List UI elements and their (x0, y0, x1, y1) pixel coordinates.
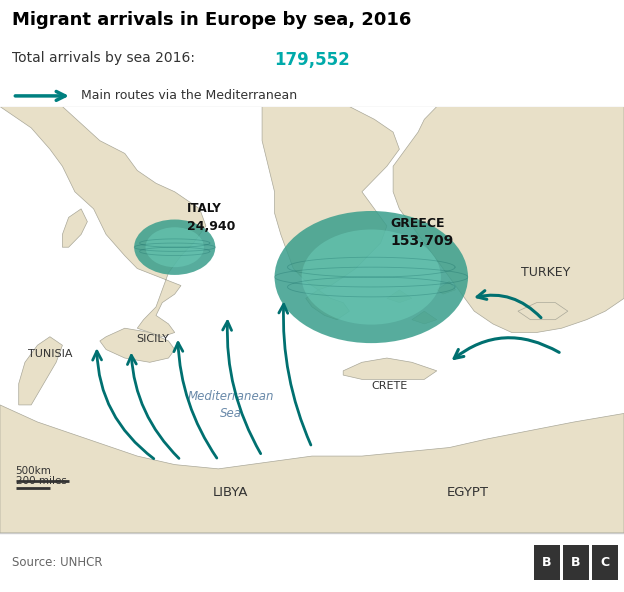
Text: Migrant arrivals in Europe by sea, 2016: Migrant arrivals in Europe by sea, 2016 (12, 11, 412, 28)
Text: B: B (542, 556, 552, 569)
Text: LIBYA: LIBYA (213, 486, 248, 499)
Text: TURKEY: TURKEY (522, 266, 570, 279)
Polygon shape (0, 405, 624, 533)
Text: B: B (571, 556, 581, 569)
FancyBboxPatch shape (592, 545, 618, 580)
Text: 24,940: 24,940 (187, 220, 236, 233)
Polygon shape (387, 290, 412, 303)
Text: Mediterranean
Sea: Mediterranean Sea (188, 390, 274, 420)
Polygon shape (343, 358, 437, 379)
Text: 200 miles: 200 miles (16, 476, 67, 486)
Polygon shape (437, 281, 456, 294)
FancyBboxPatch shape (563, 545, 589, 580)
Text: SICILY: SICILY (137, 334, 169, 344)
Polygon shape (0, 107, 206, 337)
Text: C: C (601, 556, 610, 569)
Circle shape (134, 220, 215, 275)
Polygon shape (306, 290, 349, 320)
Text: GREECE: GREECE (390, 217, 444, 230)
Polygon shape (518, 303, 568, 320)
Polygon shape (100, 328, 175, 362)
Text: 179,552: 179,552 (275, 51, 350, 69)
Text: EGYPT: EGYPT (447, 486, 489, 499)
Polygon shape (262, 107, 399, 290)
Text: 500km: 500km (16, 466, 51, 476)
Text: Total arrivals by sea 2016:: Total arrivals by sea 2016: (12, 51, 200, 65)
Text: CRETE: CRETE (372, 381, 408, 391)
Polygon shape (393, 107, 624, 333)
Circle shape (145, 227, 204, 267)
Text: TUNISIA: TUNISIA (27, 349, 72, 359)
FancyBboxPatch shape (534, 545, 560, 580)
Text: Source: UNHCR: Source: UNHCR (12, 556, 103, 569)
Text: Main routes via the Mediterranean: Main routes via the Mediterranean (81, 89, 297, 102)
Text: 153,709: 153,709 (390, 234, 453, 249)
Polygon shape (19, 337, 62, 405)
Circle shape (275, 211, 468, 343)
Polygon shape (412, 311, 437, 324)
Circle shape (301, 230, 441, 324)
Text: ITALY: ITALY (187, 202, 222, 215)
Polygon shape (62, 209, 87, 247)
